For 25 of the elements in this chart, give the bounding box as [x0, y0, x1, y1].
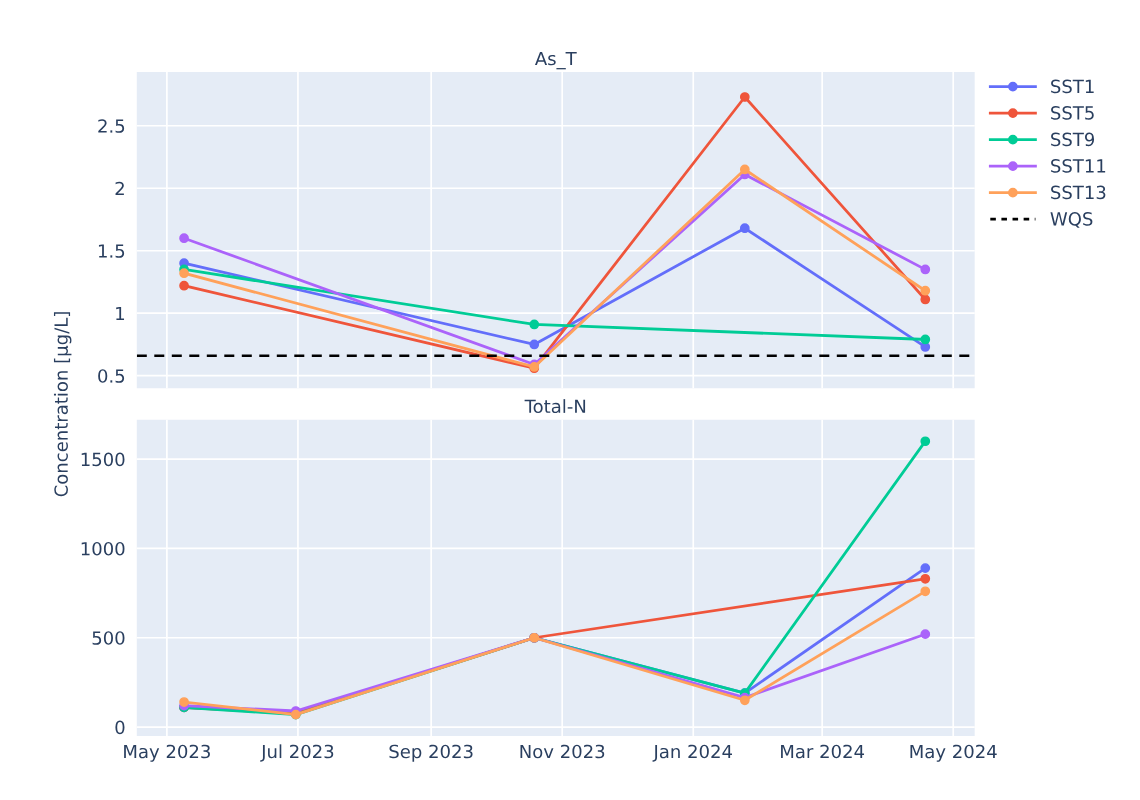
y-tick-label: 0 [115, 720, 125, 735]
y-axis-title: Concentration [µg/L] [53, 312, 72, 497]
legend-label: SST13 [1051, 185, 1106, 200]
chart-title: As_T [534, 51, 577, 70]
y-tick-label: 500 [92, 631, 125, 645]
y-tick-label: 2 [115, 181, 124, 196]
y-tick-label: 1 [116, 306, 125, 321]
legend-label: WQS [1050, 212, 1093, 228]
legend-label: SST1 [1051, 79, 1094, 94]
x-tick-label: Jan 2024 [652, 744, 732, 762]
x-tick-label: Mar 2024 [781, 744, 865, 759]
y-tick-label: 1.5 [98, 244, 125, 258]
legend-label: SST5 [1051, 106, 1094, 120]
chart-title: Total-N [524, 399, 586, 414]
x-tick-label: May 2024 [910, 744, 997, 762]
x-tick-label: May 2023 [124, 744, 210, 762]
y-tick-label: 1000 [81, 541, 125, 556]
y-tick-label: 0.5 [98, 369, 125, 383]
x-tick-label: Jul 2023 [260, 744, 334, 762]
x-tick-label: Nov 2023 [520, 744, 605, 759]
y-tick-label: 2.5 [98, 119, 125, 133]
x-tick-label: Sep 2023 [389, 744, 473, 762]
legend-label: SST9 [1051, 132, 1095, 147]
legend-label: SST11 [1051, 159, 1106, 173]
y-tick-label: 1500 [81, 452, 125, 467]
